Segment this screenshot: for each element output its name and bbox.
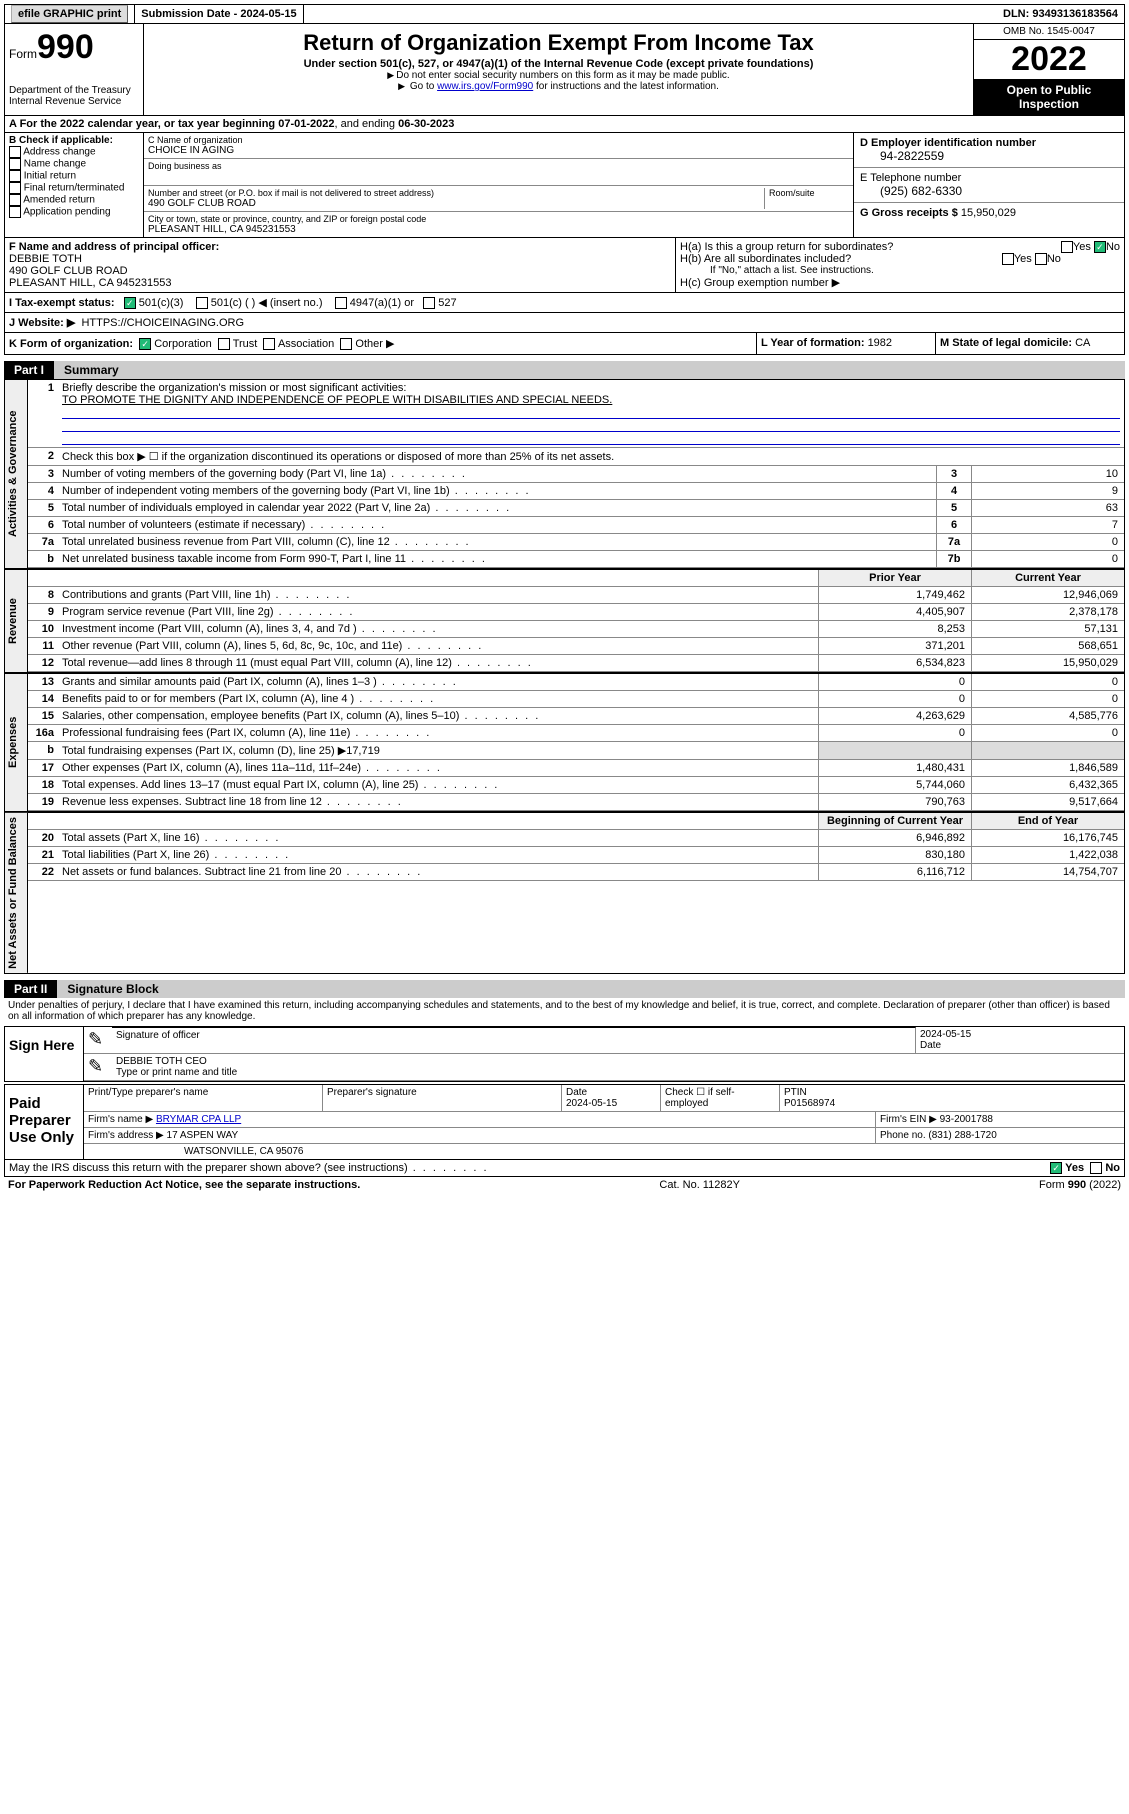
form-subtitle: Under section 501(c), 527, or 4947(a)(1)… (148, 58, 969, 70)
open-to-public: Open to Public Inspection (974, 79, 1124, 115)
omb-number: OMB No. 1545-0047 (974, 24, 1124, 40)
box-de: D Employer identification number94-28225… (854, 133, 1124, 237)
check-name[interactable] (9, 158, 21, 170)
check-pending[interactable] (9, 206, 21, 218)
tab-revenue: Revenue (5, 570, 28, 672)
box-h: H(a) Is this a group return for subordin… (676, 238, 1124, 292)
paid-preparer-block: Paid Preparer Use Only Print/Type prepar… (4, 1084, 1125, 1160)
exp-row: 15Salaries, other compensation, employee… (28, 708, 1124, 725)
rev-row: 12Total revenue—add lines 8 through 11 (… (28, 655, 1124, 672)
discuss-yes[interactable] (1050, 1162, 1062, 1174)
i-501c3[interactable] (124, 297, 136, 309)
part2-header: Part II Signature Block (4, 980, 1125, 998)
gov-row: 6Total number of volunteers (estimate if… (28, 517, 1124, 534)
discuss-row: May the IRS discuss this return with the… (4, 1160, 1125, 1177)
discuss-no[interactable] (1090, 1162, 1102, 1174)
submission-date: Submission Date - 2024-05-15 (135, 5, 303, 23)
pen-icon: ✎ (84, 1027, 112, 1053)
ha-yes[interactable] (1061, 241, 1073, 253)
dept-label: Department of the Treasury (9, 85, 139, 96)
rev-row: 11Other revenue (Part VIII, column (A), … (28, 638, 1124, 655)
sign-block: Sign Here ✎ Signature of officer 2024-05… (4, 1026, 1125, 1082)
exp-row: bTotal fundraising expenses (Part IX, co… (28, 742, 1124, 760)
gov-row: 5Total number of individuals employed in… (28, 500, 1124, 517)
firm-link[interactable]: BRYMAR CPA LLP (156, 1114, 241, 1125)
ha-no[interactable] (1094, 241, 1106, 253)
box-j: J Website: ▶ HTTPS://CHOICEINAGING.ORG (4, 313, 1125, 333)
form-title: Return of Organization Exempt From Incom… (148, 30, 969, 56)
exp-row: 17Other expenses (Part IX, column (A), l… (28, 760, 1124, 777)
rev-row: 9Program service revenue (Part VIII, lin… (28, 604, 1124, 621)
check-address[interactable] (9, 146, 21, 158)
k-corp[interactable] (139, 338, 151, 350)
pen-icon: ✎ (84, 1054, 112, 1080)
part1-body: Activities & Governance 1Briefly describ… (4, 379, 1125, 974)
box-b: B Check if applicable: Address change Na… (5, 133, 144, 237)
form-header: Form990 Department of the Treasury Inter… (4, 24, 1125, 116)
gov-row: 4Number of independent voting members of… (28, 483, 1124, 500)
form-note-ssn: Do not enter social security numbers on … (148, 70, 969, 81)
exp-row: 13Grants and similar amounts paid (Part … (28, 674, 1124, 691)
irs-label: Internal Revenue Service (9, 96, 139, 107)
check-amended[interactable] (9, 194, 21, 206)
section-revenue: Revenue Prior YearCurrent Year 8Contribu… (5, 570, 1124, 674)
hb-no[interactable] (1035, 253, 1047, 265)
k-other[interactable] (340, 338, 352, 350)
net-row: 20Total assets (Part X, line 16) 6,946,8… (28, 830, 1124, 847)
k-assoc[interactable] (263, 338, 275, 350)
exp-row: 14Benefits paid to or for members (Part … (28, 691, 1124, 708)
efile-print-button[interactable]: efile GRAPHIC print (11, 5, 128, 23)
footer: For Paperwork Reduction Act Notice, see … (4, 1177, 1125, 1193)
rev-row: 10Investment income (Part VIII, column (… (28, 621, 1124, 638)
rev-row: 8Contributions and grants (Part VIII, li… (28, 587, 1124, 604)
dln: DLN: 93493136183564 (997, 5, 1124, 23)
part1-header: Part I Summary (4, 361, 1125, 379)
exp-row: 19Revenue less expenses. Subtract line 1… (28, 794, 1124, 811)
section-expenses: Expenses 13Grants and similar amounts pa… (5, 674, 1124, 813)
form-note-link: Go to www.irs.gov/Form990 for instructio… (148, 81, 969, 92)
box-c: C Name of organizationCHOICE IN AGING Do… (144, 133, 854, 237)
irs-link[interactable]: www.irs.gov/Form990 (437, 81, 533, 92)
declaration: Under penalties of perjury, I declare th… (4, 998, 1125, 1024)
exp-row: 18Total expenses. Add lines 13–17 (must … (28, 777, 1124, 794)
net-row: 22Net assets or fund balances. Subtract … (28, 864, 1124, 881)
net-row: 21Total liabilities (Part X, line 26) 83… (28, 847, 1124, 864)
gov-row: 7aTotal unrelated business revenue from … (28, 534, 1124, 551)
check-final[interactable] (9, 182, 21, 194)
gov-row: bNet unrelated business taxable income f… (28, 551, 1124, 568)
i-4947[interactable] (335, 297, 347, 309)
gov-row: 3Number of voting members of the governi… (28, 466, 1124, 483)
top-bar: efile GRAPHIC print Submission Date - 20… (4, 4, 1125, 24)
tab-expenses: Expenses (5, 674, 28, 811)
section-net: Net Assets or Fund Balances Beginning of… (5, 813, 1124, 973)
section-bcde: B Check if applicable: Address change Na… (4, 133, 1125, 238)
exp-row: 16aProfessional fundraising fees (Part I… (28, 725, 1124, 742)
check-initial[interactable] (9, 170, 21, 182)
box-i: I Tax-exempt status: 501(c)(3) 501(c) ( … (4, 293, 1125, 313)
box-klm: K Form of organization: Corporation Trus… (4, 333, 1125, 355)
tax-year: 2022 (974, 40, 1124, 79)
k-trust[interactable] (218, 338, 230, 350)
section-fh: F Name and address of principal officer:… (4, 238, 1125, 293)
tab-net: Net Assets or Fund Balances (5, 813, 28, 973)
hb-yes[interactable] (1002, 253, 1014, 265)
line-a: A For the 2022 calendar year, or tax yea… (4, 116, 1125, 133)
tab-governance: Activities & Governance (5, 380, 28, 568)
i-501c[interactable] (196, 297, 208, 309)
form-number: Form990 (9, 28, 139, 67)
i-527[interactable] (423, 297, 435, 309)
section-governance: Activities & Governance 1Briefly describ… (5, 380, 1124, 570)
box-f: F Name and address of principal officer:… (5, 238, 676, 292)
